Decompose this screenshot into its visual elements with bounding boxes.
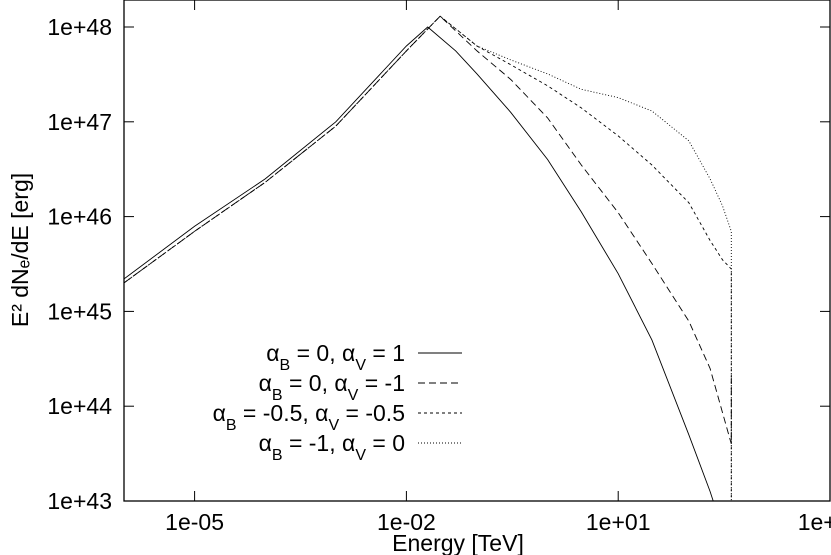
plot-lines: [124, 15, 732, 501]
legend-entry-1: αB = 0, αV = 1: [266, 340, 405, 374]
x-axis-label: Energy [TeV]: [392, 530, 524, 555]
series-line-2: [124, 15, 732, 445]
x-tick-labels: 1e-05 1e-02 1e+01 1e+04: [165, 509, 831, 535]
x-tick-label: 1e-02: [377, 509, 436, 535]
plot-frame: [123, 0, 831, 502]
y-tick-label: 1e+43: [47, 488, 112, 514]
x-tick-label: 1e-05: [165, 509, 224, 535]
y-tick-label: 1e+48: [47, 14, 112, 40]
y-tick-label: 1e+45: [47, 298, 112, 324]
series-line-3: [124, 15, 732, 501]
legend: αB = 0, αV = 1αB = 0, αV = -1αB = -0.5, …: [213, 340, 462, 464]
y-tick-label: 1e+47: [47, 109, 112, 135]
y-tick-label: 1e+44: [47, 393, 112, 419]
legend-entry-3: αB = -0.5, αV = -0.5: [213, 400, 405, 434]
series-line-4: [124, 15, 732, 501]
x-tick-label: 1e+01: [586, 509, 651, 535]
series-line-1: [124, 26, 732, 501]
y-axis-label: E² dNₑ/dE [erg]: [7, 173, 33, 327]
y-tick-label: 1e+46: [47, 204, 112, 230]
y-tick-labels: 1e+43 1e+44 1e+45 1e+46 1e+47 1e+48: [47, 14, 112, 514]
x-tick-label: 1e+04: [798, 509, 831, 535]
legend-entry-4: αB = -1, αV = 0: [259, 430, 405, 464]
legend-entry-2: αB = 0, αV = -1: [259, 370, 405, 404]
axis-ticks: [124, 0, 831, 502]
